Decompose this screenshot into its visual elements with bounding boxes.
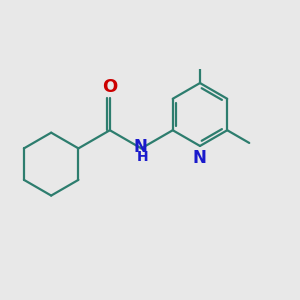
Text: O: O (102, 77, 118, 95)
Text: N: N (192, 149, 206, 167)
Text: N: N (134, 138, 147, 156)
Text: H: H (137, 150, 148, 164)
